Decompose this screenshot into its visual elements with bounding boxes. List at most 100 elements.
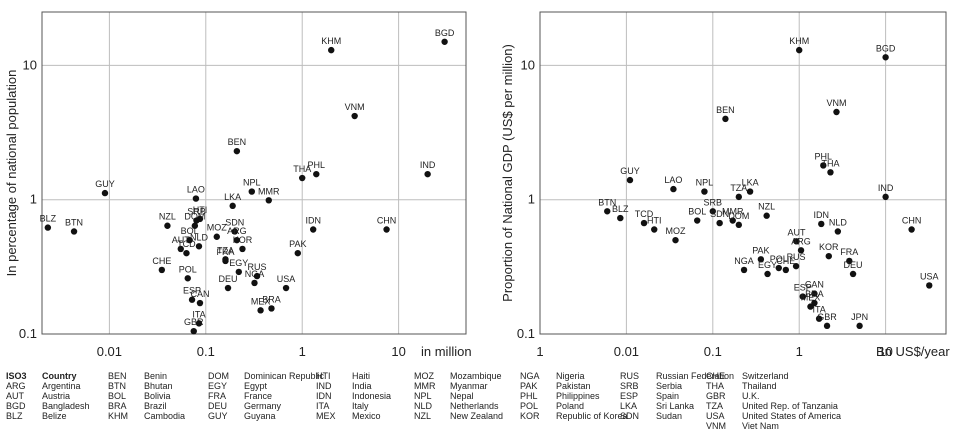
legend-country-name: Germany xyxy=(244,401,282,411)
right-x-tick-label: 1 xyxy=(536,344,543,359)
right-point-bgd xyxy=(882,54,889,61)
right-point-label-guy: GUY xyxy=(620,166,640,176)
legend-country-name: Sudan xyxy=(656,411,683,421)
right-point-npl xyxy=(701,188,708,195)
left-point-label-nld: NLD xyxy=(190,232,209,242)
left-point-chn xyxy=(383,226,390,233)
right-point-label-egy: EGY xyxy=(758,260,777,270)
legend-iso3-code: GBR xyxy=(706,391,726,401)
right-point-kor xyxy=(825,252,832,260)
legend-row: MOZ Mozambique xyxy=(414,371,503,381)
left-x-tick-label: 10 xyxy=(391,344,405,359)
legend-row: PHL Philippines xyxy=(520,391,628,401)
legend-country-name: Dominican Republic xyxy=(244,371,325,381)
right-point-label-rus: RUS xyxy=(787,252,806,262)
legend-row: DOM Dominican Republic xyxy=(208,371,324,381)
right-point-srb xyxy=(709,208,717,215)
legend-column: BEN Benin BTN Bhutan BOL Bolivia BRA Brazil KHM C… xyxy=(108,371,185,421)
right-point-phl xyxy=(820,162,827,169)
legend-row: TZA United Rep. of Tanzania xyxy=(706,401,841,411)
right-point-fra xyxy=(846,257,853,265)
left-x-tick-label: 0.01 xyxy=(97,344,122,359)
legend-country-name: Thailand xyxy=(742,381,777,391)
legend-country-name: Sri Lanka xyxy=(656,401,695,411)
legend-column: RUS Russian Federation SRB Serbia ESP Spain LK… xyxy=(620,371,734,421)
legend-iso3-code: NZL xyxy=(414,411,432,421)
left-point-label-moz: MOZ xyxy=(207,223,227,233)
legend-iso3-code: MMR xyxy=(414,381,436,391)
left-point-kor xyxy=(239,245,246,253)
left-point-pol xyxy=(184,275,191,282)
right-point-label-tcd: TCD xyxy=(635,209,654,219)
legend-country-name: U.K. xyxy=(742,391,760,401)
legend-row: EGY Egypt xyxy=(208,381,324,391)
left-point-label-dom: DOM xyxy=(184,212,205,222)
legend-row: LKA Sri Lanka xyxy=(620,401,734,411)
legend-country-name: Nepal xyxy=(450,391,474,401)
legend-country-name: Serbia xyxy=(656,381,683,391)
left-point-label-vnm: VNM xyxy=(345,102,365,112)
left-point-label-blz: BLZ xyxy=(40,214,57,224)
right-point-khm xyxy=(796,46,803,54)
left-y-axis-title: In percentage of national population xyxy=(4,70,19,277)
legend-country-name: Austria xyxy=(42,391,71,401)
right-y-tick-label: 1 xyxy=(528,192,535,207)
legend-row: HTI Haiti xyxy=(316,371,391,381)
left-point-label-tha: THA xyxy=(293,164,311,174)
right-point-nga xyxy=(740,266,748,274)
legend-country-name: Bhutan xyxy=(144,381,173,391)
left-point-npl xyxy=(248,188,255,195)
right-point-btn xyxy=(604,208,611,215)
legend-country-name: Philippines xyxy=(556,391,600,401)
legend-row: THA Thailand xyxy=(706,381,841,391)
legend-iso3-code: BRA xyxy=(108,401,127,411)
right-x-ticks: 1 0.01 0.1 1 10 xyxy=(536,344,892,359)
right-point-label-idn: IDN xyxy=(814,210,830,220)
right-points: BTNBLZGUYTCDHTIMOZLAOBOLSRBNPLBENSDNMMRD… xyxy=(598,36,939,330)
right-point-label-gbr: GBR xyxy=(817,312,837,322)
right-point-aut xyxy=(793,238,800,245)
right-point-label-pak: PAK xyxy=(752,245,769,255)
right-point-gbr xyxy=(823,322,831,330)
left-point-label-nga: NGA xyxy=(245,269,265,279)
legend-iso3-code: BLZ xyxy=(6,411,23,421)
legend-row: KOR Republic of Korea xyxy=(520,411,628,421)
left-point-label-ind: IND xyxy=(420,160,436,170)
right-point-guy xyxy=(626,176,634,184)
left-point-label-mmr: MMR xyxy=(258,186,280,196)
left-point-label-arg: ARG xyxy=(227,226,247,236)
legend-row: BTN Bhutan xyxy=(108,381,185,391)
left-point-label-aut: AUT xyxy=(172,235,191,245)
left-y-tick-label: 1 xyxy=(30,192,37,207)
right-point-label-lao: LAO xyxy=(664,175,682,185)
legend-country-name: Benin xyxy=(144,371,168,381)
legend-row: POL Poland xyxy=(520,401,628,411)
right-point-ind xyxy=(882,193,889,201)
left-point-usa xyxy=(282,284,290,292)
right-point-idn xyxy=(818,220,825,228)
left-point-dom xyxy=(191,222,199,229)
left-point-tza xyxy=(222,256,229,263)
left-point-label-bra: BRA xyxy=(262,294,281,304)
left-point-lao xyxy=(192,195,200,202)
left-point-label-khm: KHM xyxy=(321,36,341,46)
right-y-tick-label: 10 xyxy=(521,57,535,72)
right-point-sdn xyxy=(716,219,723,227)
legend-country-name: Poland xyxy=(556,401,585,411)
right-point-label-kor: KOR xyxy=(819,242,839,252)
legend-iso3-code: ISO3 xyxy=(6,371,27,381)
right-point-pak xyxy=(757,256,765,263)
left-point-moz xyxy=(213,233,220,240)
right-point-usa xyxy=(926,282,933,289)
right-point-lao xyxy=(670,185,677,193)
legend-row: NPL Nepal xyxy=(414,391,503,401)
right-point-rus xyxy=(792,262,800,270)
legend-iso3-code: USA xyxy=(706,411,725,421)
left-point-label-rus: RUS xyxy=(248,262,267,272)
legend-iso3-code: POL xyxy=(520,401,539,411)
right-point-label-ben: BEN xyxy=(716,105,735,115)
legend-iso3-code: NLD xyxy=(414,401,433,411)
legend-row: MMR Myanmar xyxy=(414,381,503,391)
legend-row: BEN Benin xyxy=(108,371,185,381)
